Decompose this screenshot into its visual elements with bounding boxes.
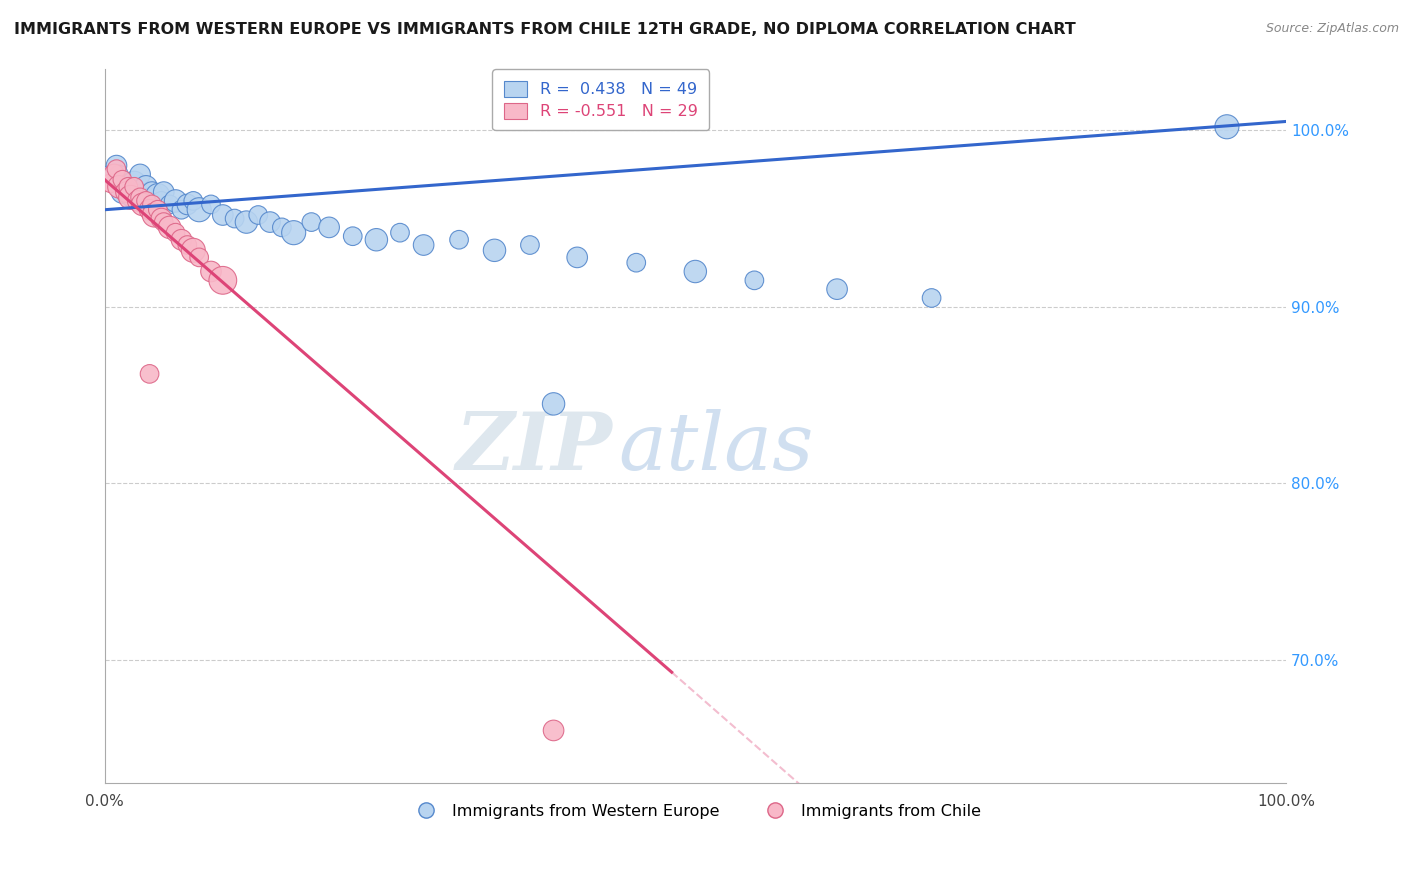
Point bbox=[108, 179, 131, 194]
Point bbox=[170, 233, 193, 247]
Point bbox=[152, 185, 174, 199]
Point bbox=[247, 208, 270, 222]
Point bbox=[543, 397, 565, 411]
Y-axis label: 12th Grade, No Diploma: 12th Grade, No Diploma bbox=[0, 325, 8, 527]
Point bbox=[176, 197, 198, 211]
Point bbox=[165, 226, 187, 240]
Point bbox=[108, 168, 131, 182]
Point bbox=[111, 172, 134, 186]
Point bbox=[150, 211, 173, 226]
Point bbox=[100, 168, 122, 182]
Point bbox=[259, 215, 281, 229]
Point bbox=[131, 194, 153, 208]
Point bbox=[141, 197, 163, 211]
Text: Source: ZipAtlas.com: Source: ZipAtlas.com bbox=[1265, 22, 1399, 36]
Point bbox=[103, 168, 125, 182]
Point bbox=[127, 185, 149, 199]
Point bbox=[120, 190, 142, 204]
Point bbox=[117, 179, 139, 194]
Point bbox=[111, 185, 134, 199]
Point bbox=[224, 211, 246, 226]
Point bbox=[143, 208, 166, 222]
Point bbox=[366, 233, 388, 247]
Point bbox=[283, 226, 305, 240]
Point bbox=[181, 194, 204, 208]
Point bbox=[105, 159, 128, 173]
Text: IMMIGRANTS FROM WESTERN EUROPE VS IMMIGRANTS FROM CHILE 12TH GRADE, NO DIPLOMA C: IMMIGRANTS FROM WESTERN EUROPE VS IMMIGR… bbox=[14, 22, 1076, 37]
Point bbox=[150, 194, 173, 208]
Point bbox=[115, 185, 138, 199]
Point bbox=[388, 226, 411, 240]
Point bbox=[1216, 120, 1239, 134]
Point bbox=[127, 194, 149, 208]
Point bbox=[270, 220, 292, 235]
Point bbox=[120, 190, 142, 204]
Text: atlas: atlas bbox=[619, 409, 814, 486]
Point bbox=[200, 264, 222, 278]
Point bbox=[626, 255, 648, 269]
Point bbox=[685, 264, 707, 278]
Point bbox=[100, 176, 122, 190]
Point bbox=[138, 202, 160, 217]
Legend: Immigrants from Western Europe, Immigrants from Chile: Immigrants from Western Europe, Immigran… bbox=[404, 797, 987, 825]
Point bbox=[129, 190, 152, 204]
Point bbox=[318, 220, 340, 235]
Point bbox=[519, 238, 541, 252]
Point bbox=[122, 179, 145, 194]
Point bbox=[146, 202, 169, 217]
Point bbox=[567, 251, 589, 265]
Point bbox=[141, 185, 163, 199]
Point bbox=[152, 215, 174, 229]
Point bbox=[299, 215, 322, 229]
Point bbox=[176, 238, 198, 252]
Point bbox=[159, 197, 181, 211]
Point bbox=[131, 197, 153, 211]
Point bbox=[105, 162, 128, 177]
Point bbox=[543, 723, 565, 738]
Point bbox=[170, 202, 193, 217]
Point bbox=[146, 188, 169, 202]
Point bbox=[484, 244, 506, 258]
Point bbox=[449, 233, 471, 247]
Point bbox=[122, 176, 145, 190]
Point bbox=[211, 208, 233, 222]
Point bbox=[211, 273, 233, 287]
Point bbox=[921, 291, 943, 305]
Point bbox=[135, 179, 157, 194]
Point bbox=[200, 197, 222, 211]
Point bbox=[412, 238, 434, 252]
Point bbox=[117, 179, 139, 194]
Point bbox=[135, 194, 157, 208]
Point bbox=[115, 176, 138, 190]
Point bbox=[744, 273, 766, 287]
Point bbox=[129, 168, 152, 182]
Point bbox=[188, 202, 211, 217]
Point bbox=[138, 367, 160, 381]
Point bbox=[159, 220, 181, 235]
Point bbox=[825, 282, 848, 296]
Point bbox=[181, 244, 204, 258]
Point bbox=[138, 190, 160, 204]
Point bbox=[188, 251, 211, 265]
Point bbox=[235, 215, 257, 229]
Point bbox=[342, 229, 364, 244]
Point bbox=[143, 197, 166, 211]
Text: ZIP: ZIP bbox=[456, 409, 613, 486]
Point bbox=[165, 194, 187, 208]
